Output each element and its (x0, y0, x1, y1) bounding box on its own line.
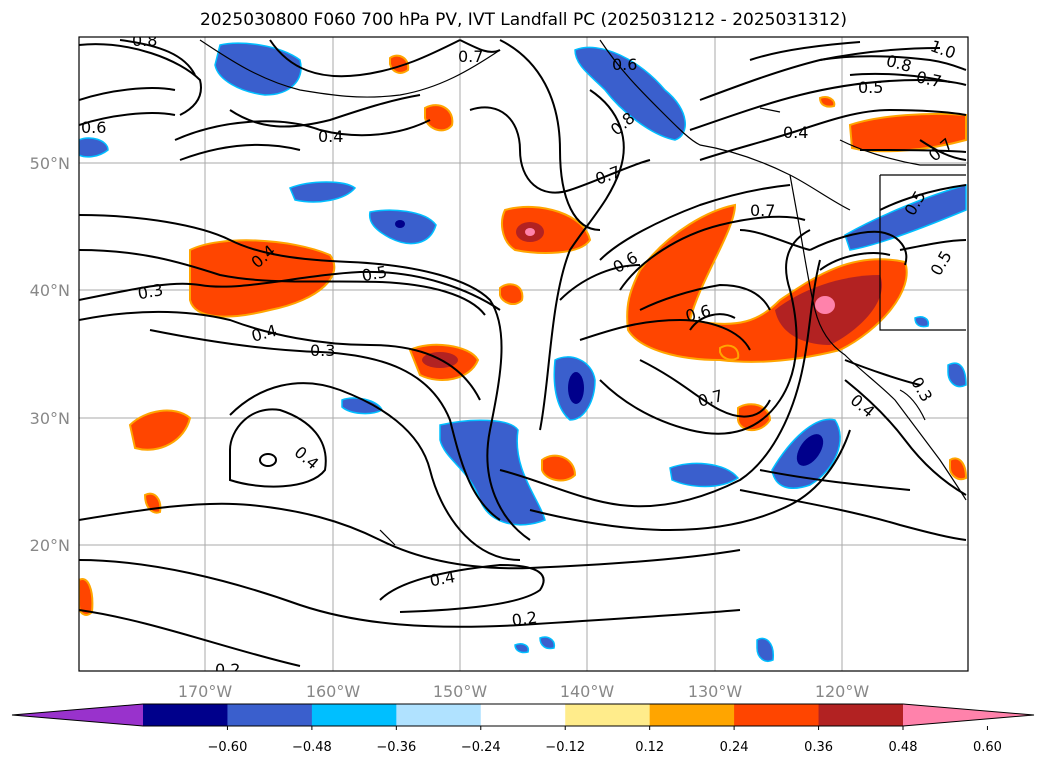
lon-label-150w: 150°W (433, 682, 488, 701)
colorbar-tick-label: −0.36 (376, 740, 416, 755)
negative-anomaly-e (214, 42, 302, 96)
contour-label: 0.5 (360, 262, 388, 285)
contour-label: 0.2 (215, 660, 240, 679)
contour-label: 0.3 (310, 341, 335, 360)
colorbar-segments (12, 704, 1034, 726)
colorbar-segment (565, 704, 651, 726)
colorbar-segment (311, 704, 397, 726)
lon-label-130w: 130°W (688, 682, 743, 701)
contour-label: 0.7 (915, 67, 944, 91)
lat-label-20n: 20°N (30, 536, 70, 555)
colorbar-tick-label: 0.48 (889, 740, 918, 755)
lat-label-30n: 30°N (30, 409, 70, 428)
colorbar-ticks: −0.60 −0.48 −0.36 −0.24 −0.12 0.12 0.24 0.36 0.4… (208, 726, 1002, 755)
colorbar-tick-label: 0.24 (720, 740, 749, 755)
lon-label-170w: 170°W (178, 682, 233, 701)
colorbar-segment (649, 704, 735, 726)
colorbar-tick-label: −0.48 (292, 740, 332, 755)
contour-label: 0.5 (858, 78, 883, 97)
latitude-labels: 50°N 40°N 30°N 20°N (30, 154, 70, 555)
lon-label-160w: 160°W (306, 682, 361, 701)
negative-anomaly-d (574, 46, 686, 141)
colorbar-tick-label: 0.36 (804, 740, 833, 755)
contour-label: 0.3 (136, 280, 164, 303)
colorbar-segment (396, 704, 482, 726)
colorbar: −0.60 −0.48 −0.36 −0.24 −0.12 0.12 0.24 0.36 0.4… (11, 703, 1035, 755)
longitude-labels: 170°W 160°W 150°W 140°W 130°W 120°W (178, 682, 870, 701)
colorbar-tick-label: −0.24 (461, 740, 501, 755)
contour-label: 0.6 (81, 118, 106, 137)
contour-label: 0.4 (783, 123, 808, 142)
colorbar-segment (227, 704, 313, 726)
lon-label-120w: 120°W (815, 682, 870, 701)
colorbar-segment (818, 704, 904, 726)
colorbar-extend-low (12, 704, 143, 726)
contour-label: 0.4 (428, 567, 456, 590)
map-title: 2025030800 F060 700 hPa PV, IVT Landfall… (199, 10, 847, 30)
colorbar-segment (143, 704, 228, 726)
colorbar-tick-label: −0.12 (545, 740, 585, 755)
colorbar-tick-label: 0.12 (635, 740, 664, 755)
contour-label: 0.7 (458, 47, 483, 66)
map-border (78, 36, 969, 672)
colorbar-segment (734, 704, 820, 726)
colorbar-tick-label: 0.60 (973, 740, 1002, 755)
colorbar-extend-high (903, 704, 1034, 726)
colorbar-tick-label: −0.60 (208, 740, 248, 755)
colorbar-outline (11, 703, 1035, 727)
contour-label: 0.2 (511, 608, 539, 630)
lat-label-50n: 50°N (30, 154, 70, 173)
coastlines (199, 39, 967, 546)
colorbar-segment (480, 704, 566, 726)
map-panel: 0.8 0.7 0.6 0.4 0.6 0.8 1.0 0.8 0.7 0.5 … (78, 31, 969, 679)
contour-lines (79, 39, 967, 667)
contour-label: 0.8 (132, 31, 157, 50)
lon-label-140w: 140°W (560, 682, 615, 701)
lat-label-40n: 40°N (30, 281, 70, 300)
contour-label: 0.6 (612, 55, 637, 74)
contour-label: 0.7 (750, 201, 775, 220)
contour-label: 0.4 (318, 127, 343, 146)
